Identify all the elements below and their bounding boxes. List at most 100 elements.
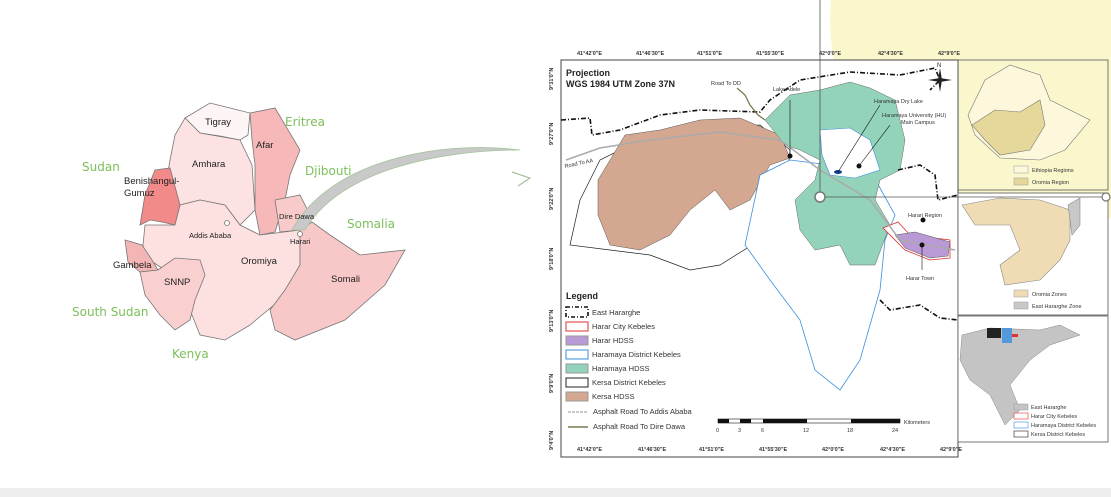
lon-label: 41°51'0"E [697, 51, 722, 57]
label-road-aa: Road To AA [564, 158, 594, 170]
harari-region-marker [920, 217, 926, 223]
resize-handle[interactable] [1101, 192, 1111, 202]
inset-legend-label: East Hararghe [1031, 405, 1066, 411]
label-benishangul: Benishangul- [124, 176, 179, 187]
label-dry-lake: Haramaya Dry Lake [874, 99, 923, 105]
legend-label: Haramaya District Kebeles [592, 350, 681, 359]
legend-label: Kersa District Kebeles [592, 378, 666, 387]
kersa-hdss [597, 117, 791, 251]
label-harari-region: Harari Region [908, 213, 942, 219]
inset-legend-label: Ethiopia Regions [1032, 168, 1074, 174]
projection-value: WGS 1984 UTM Zone 37N [566, 79, 675, 89]
inset-legend-label: Harar City Kebeles [1031, 414, 1077, 420]
label-somali: Somali [331, 274, 360, 285]
inset-legend-label: Oromia Zones [1032, 292, 1067, 298]
lat-label: 9°31'0"N [549, 68, 555, 90]
inset-east-hararghe: East Hararghe Harar City Kebeles Haramay… [957, 315, 1109, 443]
legend-label: Asphalt Road To Addis Ababa [593, 407, 693, 416]
east-hararghe-boundary [560, 67, 959, 321]
legend-swatch [565, 349, 589, 360]
latitude-labels: 9°31'0"N 9°27'0"N 9°22'0"N 9°18'0"N 9°13… [549, 68, 555, 450]
scale-tick: 18 [847, 428, 853, 434]
lat-label: 9°18'0"N [549, 248, 555, 270]
lat-label: 9°4'0"N [549, 431, 555, 450]
inset-legend-label: Haramaya District Kebeles [1031, 423, 1096, 429]
region-afar [249, 107, 301, 236]
label-tigray: Tigray [205, 117, 231, 128]
lon-label: 41°46'30"E [638, 447, 666, 453]
legend-swatch [565, 335, 589, 346]
legend-swatch [565, 363, 589, 374]
label-road-dd: Road To DD [711, 81, 741, 87]
lon-label: 41°42'0"E [577, 447, 602, 453]
label-south-sudan: South Sudan [72, 305, 149, 319]
road-dire-dawa [736, 87, 766, 121]
label-afar: Afar [256, 140, 273, 151]
label-harar-town: Harar Town [906, 276, 934, 282]
lon-label: 42°9'0"E [940, 447, 962, 453]
lat-label: 9°22'0"N [549, 188, 555, 210]
label-djibouti: Djibouti [305, 164, 352, 178]
legend-swatch [565, 306, 589, 318]
inset-legend-label: Oromia Region [1032, 180, 1069, 186]
lon-label: 41°42'0"E [577, 51, 602, 57]
bottom-longitude-labels: 41°42'0"E 41°46'30"E 41°51'0"E 41°55'30"… [577, 447, 962, 453]
road-addis-ababa [565, 131, 956, 251]
label-gumuz: Gumuz [124, 188, 155, 199]
legend-label: Harar City Kebeles [592, 322, 655, 331]
label-hu-1: Haramaya University (HU) [882, 113, 946, 119]
map-legend: Legend East Hararghe Harar City Kebeles … [565, 291, 693, 431]
scale-bar: Kilometers 0 3 6 12 18 24 [716, 418, 930, 434]
scale-tick: 0 [716, 428, 719, 434]
legend-swatch [565, 391, 589, 402]
label-amhara: Amhara [192, 159, 226, 170]
lon-label: 42°0'0"E [819, 51, 841, 57]
north-arrow-icon: N [928, 63, 952, 92]
lon-label: 41°55'30"E [759, 447, 787, 453]
inset-oromia: Oromia Zones East Hararghe Zone [957, 192, 1109, 316]
scale-tick: 24 [892, 428, 898, 434]
ethiopia-map [124, 102, 406, 341]
legend-label: Harar HDSS [592, 336, 634, 345]
legend-label: Haramaya HDSS [592, 364, 650, 373]
lon-label: 41°55'30"E [756, 51, 784, 57]
inset-legend-label: East Hararghe Zone [1032, 304, 1082, 310]
legend-label: Kersa HDSS [592, 392, 635, 401]
label-eritrea: Eritrea [285, 115, 325, 129]
scale-tick: 12 [803, 428, 809, 434]
lon-label: 42°4'30"E [880, 447, 905, 453]
bottom-band [0, 488, 1111, 497]
region-benishangul [139, 167, 181, 226]
arrow-head [511, 171, 532, 187]
label-sudan: Sudan [82, 160, 120, 174]
addis-ababa-marker [224, 220, 230, 226]
study-area-map: 41°42'0"E 41°46'30"E 41°51'0"E 41°55'30"… [549, 51, 962, 458]
legend-label: East Hararghe [592, 308, 640, 317]
lat-label: 9°13'0"N [549, 310, 555, 332]
lon-label: 42°0'0"E [822, 447, 844, 453]
lon-label: 42°9'0"E [938, 51, 960, 57]
region-somali [269, 221, 406, 341]
label-oromiya: Oromiya [241, 256, 278, 267]
projection-title: Projection [566, 68, 610, 78]
leader-line [858, 124, 891, 167]
label-addis-ababa: Addis Ababa [189, 231, 232, 240]
label-hu-2: Main Campus [901, 120, 935, 126]
pointer-arrow [291, 147, 521, 231]
label-lake-adele: Lake Adele [773, 87, 800, 93]
top-longitude-labels: 41°42'0"E 41°46'30"E 41°51'0"E 41°55'30"… [577, 51, 960, 57]
label-harari: Harari [290, 237, 311, 246]
scale-tick: 6 [761, 428, 764, 434]
lat-label: 9°9'0"N [549, 374, 555, 393]
scale-tick: 3 [738, 428, 741, 434]
lat-label: 9°27'0"N [549, 123, 555, 145]
label-somalia: Somalia [347, 217, 395, 231]
legend-title: Legend [566, 291, 598, 301]
rotation-handle[interactable] [814, 191, 826, 203]
ethiopia-labels: Eritrea Sudan Djibouti Somalia South Sud… [72, 115, 395, 361]
north-label: N [937, 63, 941, 69]
legend-label: Asphalt Road To Dire Dawa [593, 422, 686, 431]
lon-label: 41°51'0"E [699, 447, 724, 453]
